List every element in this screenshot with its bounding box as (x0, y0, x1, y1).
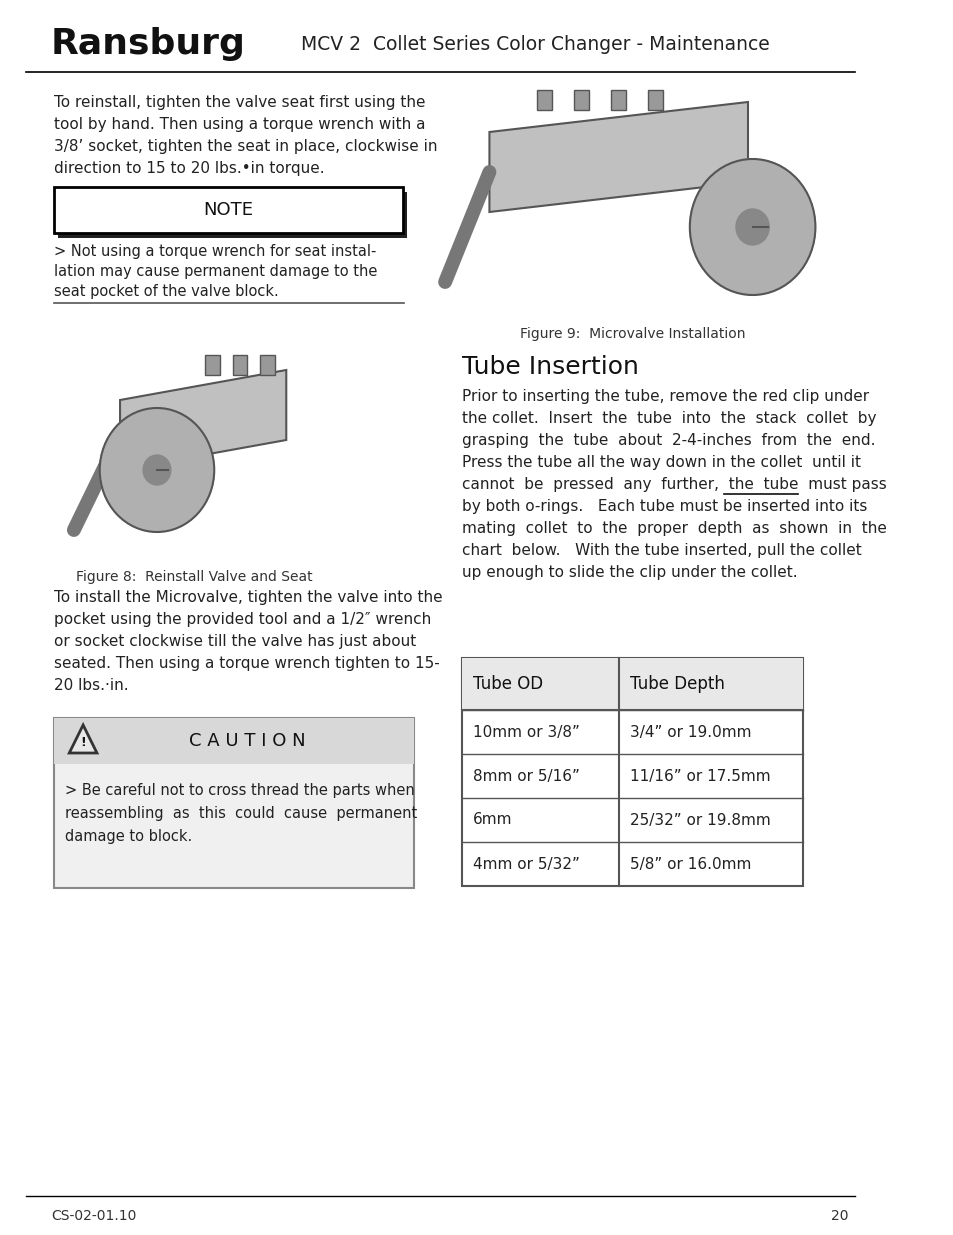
Bar (461, 658, 802, 710)
Text: 11/16” or 17.5mm: 11/16” or 17.5mm (629, 768, 770, 783)
Text: MCV 2  Collet Series Color Changer - Maintenance: MCV 2 Collet Series Color Changer - Main… (301, 35, 769, 53)
Text: grasping  the  tube  about  2-4-inches  from  the  end.: grasping the tube about 2-4-inches from … (461, 433, 874, 448)
Text: damage to block.: damage to block. (65, 829, 192, 844)
Text: 3/4” or 19.0mm: 3/4” or 19.0mm (629, 725, 751, 740)
Text: CS-02-01.10: CS-02-01.10 (51, 1209, 136, 1223)
Bar (58, 191, 407, 238)
Text: Tube OD: Tube OD (473, 676, 542, 693)
Bar (574, 90, 589, 110)
Text: 20: 20 (830, 1209, 848, 1223)
Text: 5/8” or 16.0mm: 5/8” or 16.0mm (629, 857, 750, 872)
Circle shape (735, 209, 768, 245)
Text: Press the tube all the way down in the collet  until it: Press the tube all the way down in the c… (461, 454, 860, 471)
Text: Figure 9:  Microvalve Installation: Figure 9: Microvalve Installation (519, 327, 744, 341)
Polygon shape (489, 103, 747, 212)
Bar (205, 354, 219, 375)
Text: cannot  be  pressed  any  further,  the  tube  must pass: cannot be pressed any further, the tube … (461, 477, 885, 492)
Circle shape (689, 159, 815, 295)
Bar (53, 718, 414, 764)
Text: reassembling  as  this  could  cause  permanent: reassembling as this could cause permane… (65, 806, 416, 821)
Text: direction to 15 to 20 lbs.•in torque.: direction to 15 to 20 lbs.•in torque. (53, 161, 324, 177)
Bar (53, 718, 414, 888)
Text: Ransburg: Ransburg (51, 27, 246, 61)
Text: by both o-rings.   Each tube must be inserted into its: by both o-rings. Each tube must be inser… (461, 499, 866, 514)
Polygon shape (120, 370, 286, 471)
Text: 4mm or 5/32”: 4mm or 5/32” (473, 857, 579, 872)
Text: Figure 8:  Reinstall Valve and Seat: Figure 8: Reinstall Valve and Seat (75, 571, 312, 584)
Text: chart  below.   With the tube inserted, pull the collet: chart below. With the tube inserted, pul… (461, 543, 861, 558)
Text: C A U T I O N: C A U T I O N (189, 732, 306, 750)
Bar (537, 90, 552, 110)
Text: To reinstall, tighten the valve seat first using the: To reinstall, tighten the valve seat fir… (53, 95, 425, 110)
Text: To install the Microvalve, tighten the valve into the: To install the Microvalve, tighten the v… (53, 590, 442, 605)
Bar (611, 90, 625, 110)
Text: pocket using the provided tool and a 1/2″ wrench: pocket using the provided tool and a 1/2… (53, 613, 431, 627)
Circle shape (143, 454, 171, 485)
Bar (53, 186, 402, 233)
Text: 6mm: 6mm (473, 813, 512, 827)
Text: > Be careful not to cross thread the parts when: > Be careful not to cross thread the par… (65, 783, 414, 798)
Text: the collet.  Insert  the  tube  into  the  stack  collet  by: the collet. Insert the tube into the sta… (461, 411, 875, 426)
Text: 3/8’ socket, tighten the seat in place, clockwise in: 3/8’ socket, tighten the seat in place, … (53, 140, 436, 154)
Text: 25/32” or 19.8mm: 25/32” or 19.8mm (629, 813, 770, 827)
Text: mating  collet  to  the  proper  depth  as  shown  in  the: mating collet to the proper depth as sho… (461, 521, 885, 536)
Bar (461, 658, 802, 885)
Bar (233, 354, 247, 375)
Circle shape (100, 408, 214, 532)
Text: up enough to slide the clip under the collet.: up enough to slide the clip under the co… (461, 564, 797, 580)
Text: 20 lbs.·in.: 20 lbs.·in. (53, 678, 128, 693)
Text: 8mm or 5/16”: 8mm or 5/16” (473, 768, 579, 783)
Text: Prior to inserting the tube, remove the red clip under: Prior to inserting the tube, remove the … (461, 389, 868, 404)
Text: seat pocket of the valve block.: seat pocket of the valve block. (53, 284, 278, 299)
Polygon shape (70, 725, 97, 753)
Text: tool by hand. Then using a torque wrench with a: tool by hand. Then using a torque wrench… (53, 117, 425, 132)
Text: Tube Insertion: Tube Insertion (461, 354, 638, 379)
Text: Tube Depth: Tube Depth (629, 676, 724, 693)
Text: seated. Then using a torque wrench tighten to 15-: seated. Then using a torque wrench tight… (53, 656, 438, 671)
Text: or socket clockwise till the valve has just about: or socket clockwise till the valve has j… (53, 634, 416, 650)
Text: lation may cause permanent damage to the: lation may cause permanent damage to the (53, 264, 376, 279)
Bar (260, 354, 274, 375)
Text: > Not using a torque wrench for seat instal-: > Not using a torque wrench for seat ins… (53, 245, 375, 259)
Text: NOTE: NOTE (203, 201, 253, 219)
Text: !: ! (80, 736, 86, 748)
Text: 10mm or 3/8”: 10mm or 3/8” (473, 725, 579, 740)
Bar (648, 90, 662, 110)
